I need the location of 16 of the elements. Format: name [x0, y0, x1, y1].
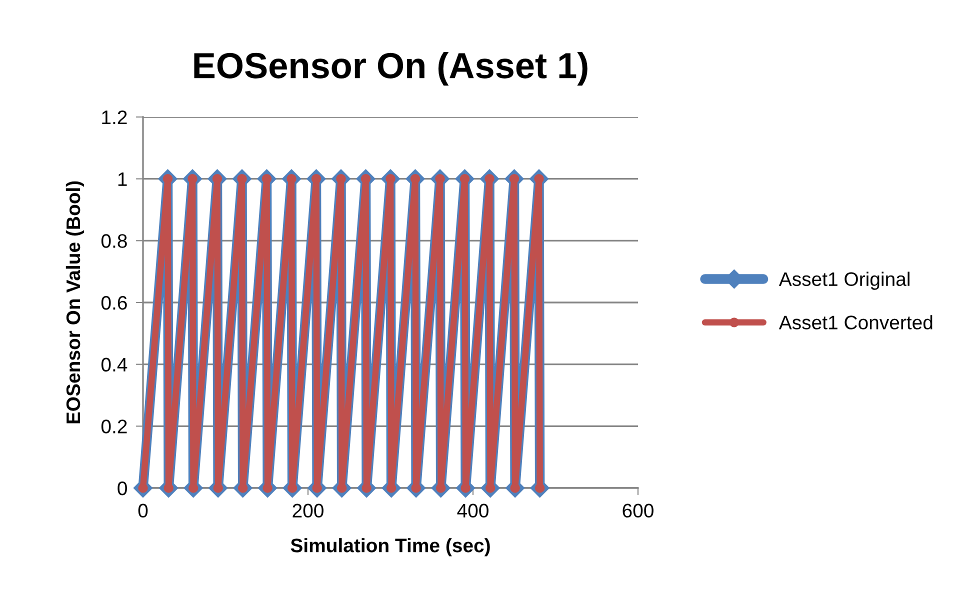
y-axis-title: EOSensor On Value (Bool): [66, 181, 84, 424]
y-tick-label: 0.2: [101, 420, 127, 434]
chart-title: EOSensor On (Asset 1): [194, 52, 588, 86]
x-tick-label: 600: [622, 504, 654, 518]
y-tick-label: 1.2: [102, 110, 127, 124]
x-tick-label: 200: [292, 504, 324, 518]
x-tick-label: 0: [138, 504, 148, 518]
y-tick-label: 0.8: [101, 234, 127, 248]
y-tick-label: 1: [118, 172, 127, 186]
y-tick-label: 0: [118, 481, 127, 496]
x-tick-label: 400: [457, 504, 488, 518]
y-tick-label: 0.6: [101, 296, 127, 310]
legend-label: Asset1 Converted: [778, 315, 932, 330]
x-axis-title: Simulation Time (sec): [290, 538, 490, 556]
y-tick-label: 0.4: [101, 358, 128, 372]
legend-label: Asset1 Original: [778, 272, 910, 290]
